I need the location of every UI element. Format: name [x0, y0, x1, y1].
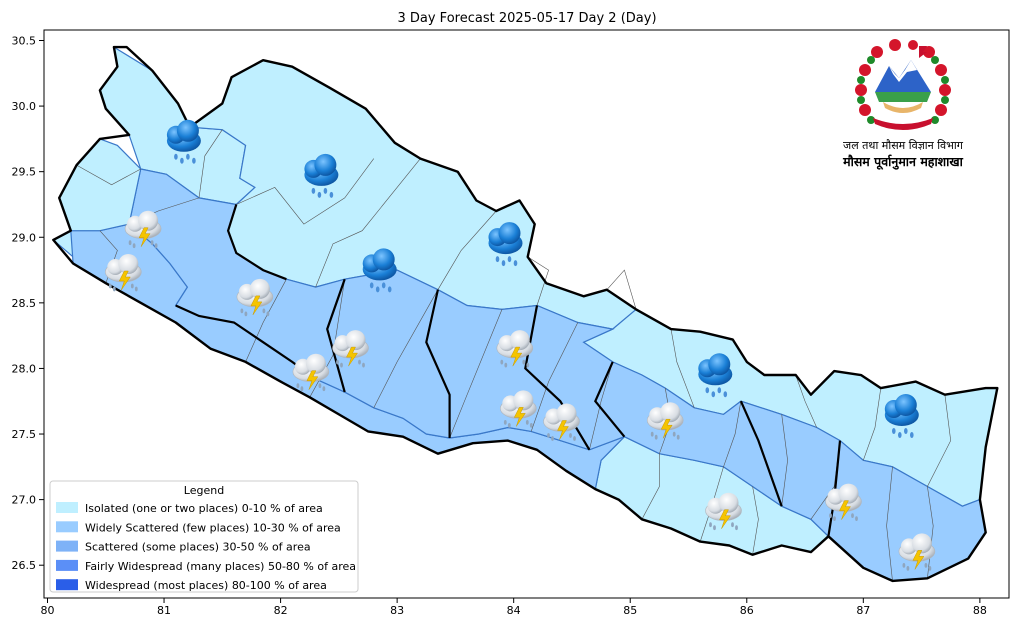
district-line [752, 486, 759, 555]
province-boundary [226, 204, 287, 281]
province-boundary [425, 289, 451, 438]
legend-title: Legend [184, 484, 224, 497]
legend-swatch [56, 579, 78, 591]
district-line [236, 158, 375, 225]
y-tick-label: 29.0 [12, 231, 37, 244]
legend-item-label: Widely Scattered (few places) 10-30 % of… [85, 521, 341, 534]
rain-cloud-icon [166, 119, 201, 164]
district-line [641, 453, 660, 520]
division-name: मौसम पूर्वानुमान महाशाखा [842, 154, 964, 170]
department-block: जल तथा मौसम विज्ञान विभाग मौसम पूर्वानुम… [842, 39, 964, 170]
district-line [245, 279, 287, 363]
district-line [198, 129, 223, 198]
district-line [309, 279, 345, 398]
x-tick-label: 83 [390, 604, 404, 617]
province-boundary [326, 278, 346, 393]
district-line [527, 256, 549, 306]
thunderstorm-icon [543, 403, 580, 441]
district-line [373, 289, 439, 408]
department-name: जल तथा मौसम विज्ञान विभाग [843, 139, 964, 152]
y-axis: 30.5 30.0 29.5 29.0 28.5 28.0 27.5 27.0 26.5 [12, 34, 44, 572]
district-line [449, 309, 503, 439]
district-line [606, 269, 637, 310]
legend-swatch [56, 521, 78, 533]
thunderstorm-icon [705, 492, 742, 531]
legend-swatch [56, 540, 78, 552]
rain-cloud-icon [488, 222, 523, 267]
district-line [670, 329, 695, 408]
y-tick-label: 28.5 [12, 297, 37, 310]
rain-cloud-icon [362, 248, 397, 293]
district-line [315, 158, 421, 288]
thunderstorm-icon [236, 278, 274, 317]
x-tick-label: 80 [40, 604, 54, 617]
rain-cloud-icon [884, 394, 919, 438]
legend-item-label: Widespread (most places) 80-100 % of are… [85, 579, 327, 592]
district-line [781, 414, 788, 507]
y-tick-label: 27.5 [12, 428, 37, 441]
x-tick-label: 84 [507, 604, 521, 617]
map-title: 3 Day Forecast 2025-05-17 Day 2 (Day) [397, 11, 656, 26]
district-line [530, 322, 579, 432]
x-tick-label: 87 [856, 604, 870, 617]
nepal-emblem-icon [855, 39, 951, 132]
district-line [863, 388, 882, 461]
province-boundary [594, 361, 626, 438]
y-tick-label: 26.5 [12, 559, 37, 572]
thunderstorm-icon [499, 390, 537, 428]
y-tick-label: 30.5 [12, 34, 37, 47]
rain-cloud-icon [304, 153, 339, 198]
district-line [927, 486, 934, 579]
x-tick-label: 82 [274, 604, 288, 617]
thunderstorm-icon [898, 533, 936, 571]
x-tick-label: 86 [740, 604, 754, 617]
district-line [927, 394, 952, 487]
legend-swatch [56, 559, 78, 571]
thunderstorm-icon [124, 210, 162, 249]
legend-item-label: Scattered (some places) 30-50 % of area [85, 541, 311, 554]
thunderstorm-icon [332, 330, 369, 368]
thunderstorm-icon [292, 353, 330, 392]
legend-item-label: Fairly Widespread (many places) 50-80 % … [85, 560, 356, 573]
district-line [795, 374, 817, 428]
x-tick-label: 85 [623, 604, 637, 617]
thunderstorm-icon [646, 402, 684, 440]
district-line [723, 401, 742, 467]
x-tick-label: 88 [973, 604, 987, 617]
rain-cloud-icon [698, 353, 733, 398]
legend-item-label: Isolated (one or two places) 0-10 % of a… [85, 502, 323, 515]
x-axis: 80 81 82 83 84 85 86 87 88 [40, 598, 987, 617]
nepal-border [52, 45, 999, 583]
legend: Legend Isolated (one or two places) 0-10… [49, 480, 359, 593]
y-tick-label: 28.0 [12, 362, 37, 375]
district-line [886, 466, 893, 581]
legend-box [49, 480, 359, 593]
district-line [437, 210, 497, 290]
y-tick-label: 30.0 [12, 100, 37, 113]
thunderstorm-icon [496, 330, 534, 368]
thunderstorm-icon [105, 254, 142, 292]
plot-frame [43, 29, 1010, 599]
province-boundary [739, 400, 783, 507]
legend-swatch [56, 502, 78, 513]
weather-markers [105, 119, 936, 571]
y-tick-label: 29.5 [12, 166, 37, 179]
x-tick-label: 81 [157, 604, 171, 617]
district-line [589, 361, 613, 450]
y-tick-label: 27.0 [12, 494, 37, 507]
thunderstorm-icon [825, 483, 862, 521]
district-line [76, 164, 141, 186]
